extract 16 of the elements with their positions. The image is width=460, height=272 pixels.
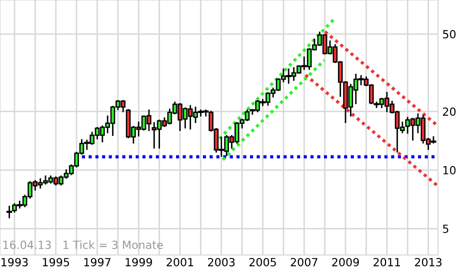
- y-tick-label: 5: [443, 224, 448, 234]
- x-tick-label: 1997: [84, 258, 110, 266]
- x-tick-label: 2005: [249, 258, 276, 266]
- x-tick-label: 2001: [166, 258, 194, 266]
- y-tick-label: 20: [442, 107, 456, 116]
- x-tick-label: 1993: [2, 258, 28, 266]
- x-tick-label: 1999: [126, 258, 152, 266]
- x-tick-label: 2003: [208, 258, 235, 266]
- x-tick-label: 2009: [332, 258, 359, 266]
- x-tick-label: 1995: [42, 258, 70, 266]
- x-tick-label: 2007: [290, 258, 318, 266]
- y-tick-label: 50: [443, 30, 456, 38]
- annotation: 16.04.13 1 Tick = 3 Monate: [3, 240, 163, 250]
- x-tick-label: 2013: [414, 258, 442, 266]
- y-tick-label: 10: [443, 166, 456, 174]
- x-tick-label: 2011: [374, 258, 400, 266]
